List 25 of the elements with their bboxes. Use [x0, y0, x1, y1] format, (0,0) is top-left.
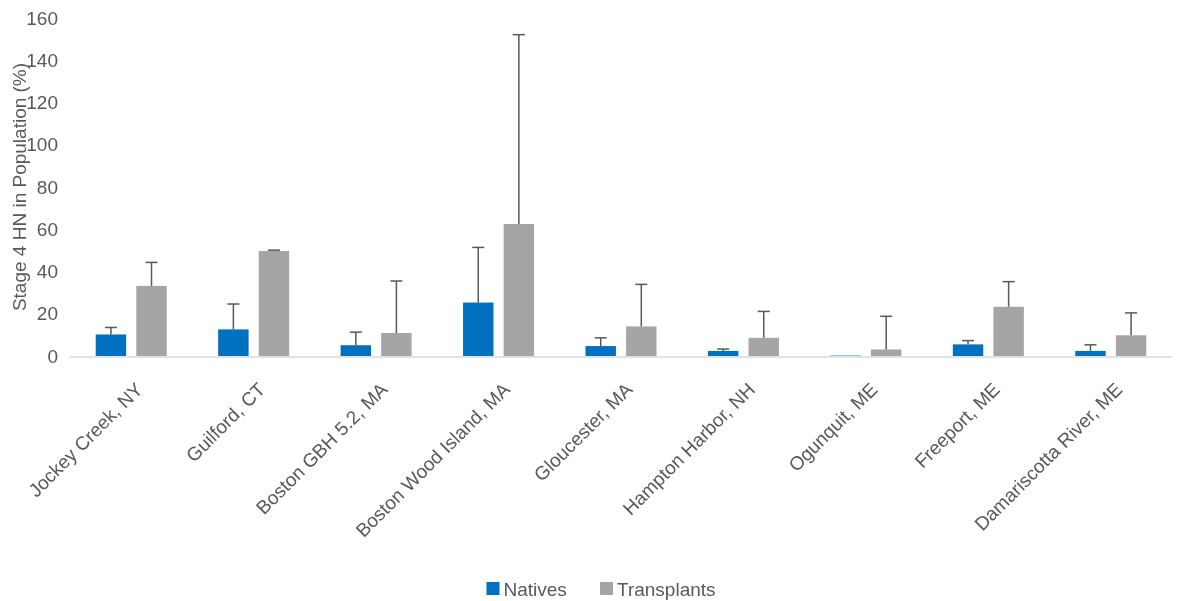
bar	[218, 329, 249, 356]
bar	[585, 346, 616, 356]
legend-label: Natives	[503, 578, 567, 600]
bar	[381, 332, 412, 356]
bar	[463, 302, 494, 356]
bar	[993, 306, 1024, 356]
y-tick-label: 20	[36, 303, 58, 325]
y-tick-label: 40	[36, 261, 58, 283]
bar	[95, 334, 127, 356]
bar	[1115, 335, 1147, 356]
bar	[952, 344, 984, 356]
bar	[258, 251, 290, 356]
y-tick-label: 80	[36, 176, 58, 198]
bar	[748, 337, 779, 356]
bar	[136, 285, 167, 356]
y-tick-label: 60	[36, 218, 58, 240]
bar	[626, 326, 657, 356]
bar	[707, 350, 739, 356]
legend-label: Transplants	[617, 578, 716, 600]
y-tick-label: 0	[47, 345, 58, 367]
bar	[340, 345, 372, 356]
bar	[870, 349, 902, 356]
bar	[503, 223, 535, 356]
bar	[1075, 350, 1106, 356]
y-tick-label: 160	[26, 7, 58, 29]
